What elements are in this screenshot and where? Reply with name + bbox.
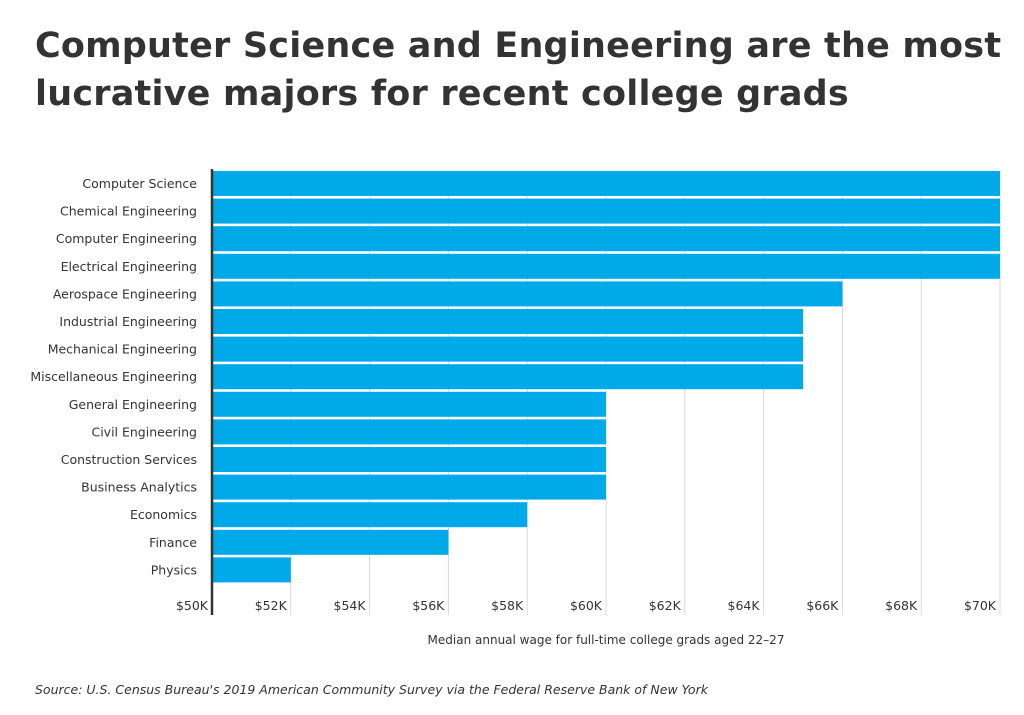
- bar: [212, 226, 1000, 252]
- category-label: Miscellaneous Engineering: [30, 369, 197, 384]
- x-tick-label: $58K: [491, 598, 524, 613]
- x-tick-label: $64K: [728, 598, 761, 613]
- x-tick-label: $52K: [255, 598, 288, 613]
- bar: [212, 529, 449, 555]
- x-tick-label: $60K: [570, 598, 603, 613]
- category-label: Physics: [151, 562, 197, 577]
- category-label: Construction Services: [61, 452, 197, 467]
- category-label: Civil Engineering: [91, 424, 197, 439]
- bar: [212, 419, 606, 445]
- category-label: Industrial Engineering: [59, 314, 197, 329]
- x-axis-label: Median annual wage for full-time college…: [427, 633, 785, 647]
- category-label: General Engineering: [69, 397, 197, 412]
- bar: [212, 557, 291, 583]
- bar: [212, 253, 1000, 279]
- category-label: Computer Science: [82, 176, 197, 191]
- bar: [212, 364, 803, 390]
- bar: [212, 391, 606, 417]
- category-label: Economics: [130, 507, 197, 522]
- category-label: Chemical Engineering: [60, 204, 197, 219]
- bar: [212, 336, 803, 362]
- category-label: Business Analytics: [81, 480, 197, 495]
- bar: [212, 474, 606, 500]
- x-tick-label: $62K: [649, 598, 682, 613]
- bar: [212, 309, 803, 334]
- bar: [212, 171, 1000, 196]
- category-label: Electrical Engineering: [61, 259, 197, 274]
- category-label: Mechanical Engineering: [48, 342, 197, 357]
- bar: [212, 447, 606, 472]
- x-tick-label: $56K: [412, 598, 445, 613]
- x-tick-label: $68K: [885, 598, 918, 613]
- category-label: Finance: [149, 535, 197, 550]
- bar: [212, 281, 843, 307]
- chart-title: Computer Science and Engineering are the…: [35, 26, 1002, 114]
- source-note: Source: U.S. Census Bureau's 2019 Americ…: [35, 682, 708, 697]
- bar: [212, 502, 528, 528]
- category-label: Aerospace Engineering: [53, 286, 197, 301]
- x-tick-label: $50K: [176, 598, 209, 613]
- x-tick-label: $66K: [806, 598, 839, 613]
- x-tick-label: $70K: [964, 598, 997, 613]
- category-label: Computer Engineering: [56, 231, 197, 246]
- bar: [212, 198, 1000, 224]
- x-tick-label: $54K: [334, 598, 367, 613]
